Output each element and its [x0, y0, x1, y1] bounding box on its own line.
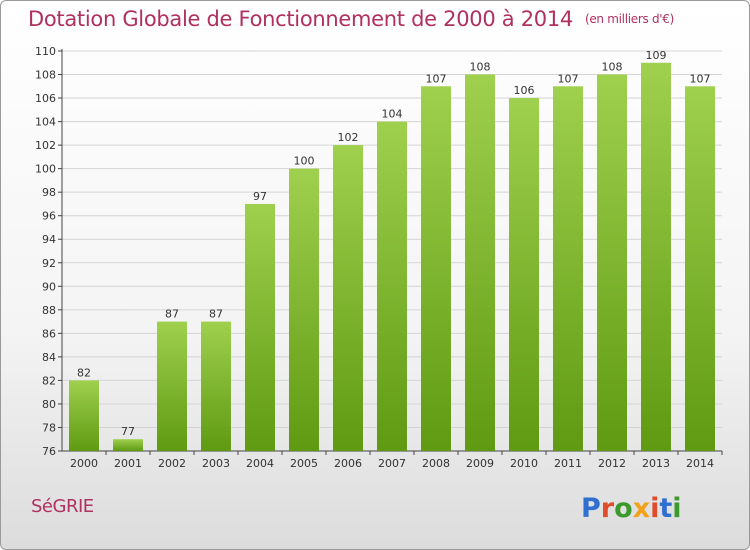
- data-label: 104: [382, 108, 403, 121]
- bar: [509, 98, 539, 451]
- y-tick-label: 92: [42, 257, 56, 270]
- bar: [553, 86, 583, 451]
- data-label: 107: [690, 72, 711, 85]
- bar: [157, 321, 187, 451]
- chart-title-text: Dotation Globale de Fonctionnement de 20…: [28, 7, 573, 31]
- bar: [289, 168, 319, 451]
- y-tick-label: 108: [35, 69, 56, 82]
- y-tick-label: 90: [42, 280, 56, 293]
- y-tick-label: 98: [42, 186, 56, 199]
- x-tick-label: 2013: [642, 457, 670, 470]
- bar-chart: 76 78 80 82 84 86 88 90 92 94 96 98 100 102 104 106 108 1…: [35, 45, 723, 470]
- data-label: 102: [338, 131, 359, 144]
- y-tick-label: 78: [42, 421, 56, 434]
- y-tick-label: 104: [35, 116, 56, 129]
- y-tick-label: 84: [42, 351, 56, 364]
- y-tick-label: 102: [35, 139, 56, 152]
- data-label: 97: [253, 190, 267, 203]
- data-label: 87: [165, 308, 179, 321]
- x-tick-label: 2008: [422, 457, 450, 470]
- data-label: 108: [470, 61, 491, 74]
- data-label: 107: [426, 72, 447, 85]
- bar: [201, 321, 231, 451]
- svg-text:Proxiti: Proxiti: [581, 493, 682, 524]
- x-tick-label: 2012: [598, 457, 626, 470]
- x-tick-label: 2011: [554, 457, 582, 470]
- data-label: 82: [77, 366, 91, 379]
- data-label: 87: [209, 308, 223, 321]
- data-label: 109: [646, 49, 667, 62]
- x-tick-label: 2000: [70, 457, 98, 470]
- data-label: 100: [294, 155, 315, 168]
- bar: [641, 62, 671, 451]
- bar: [69, 380, 99, 451]
- y-tick-label: 110: [35, 45, 56, 58]
- x-tick-label: 2005: [290, 457, 318, 470]
- x-tick-label: 2004: [246, 457, 274, 470]
- x-tick-label: 2002: [158, 457, 186, 470]
- y-tick-label: 106: [35, 92, 56, 105]
- x-tick-label: 2001: [114, 457, 142, 470]
- commune-name: SéGRIE: [31, 496, 94, 517]
- x-tick-label: 2006: [334, 457, 362, 470]
- y-tick-label: 100: [35, 163, 56, 176]
- y-tick-label: 86: [42, 327, 56, 340]
- data-label: 77: [121, 425, 135, 438]
- bar: [113, 439, 143, 451]
- proxiti-logo: Proxiti: [581, 493, 682, 524]
- y-tick-label: 76: [42, 445, 56, 458]
- data-label: 107: [558, 72, 579, 85]
- data-label: 108: [602, 61, 623, 74]
- bar: [421, 86, 451, 451]
- bar: [465, 74, 495, 451]
- bar: [685, 86, 715, 451]
- chart-title: Dotation Globale de Fonctionnement de 20…: [28, 7, 674, 31]
- chart-unit: (en milliers d'€): [584, 12, 674, 26]
- bar: [333, 145, 363, 451]
- y-tick-label: 80: [42, 398, 56, 411]
- bar: [377, 121, 407, 452]
- x-tick-label: 2007: [378, 457, 406, 470]
- y-tick-label: 82: [42, 374, 56, 387]
- bar: [597, 74, 627, 451]
- x-tick-label: 2014: [686, 457, 714, 470]
- x-tick-label: 2009: [466, 457, 494, 470]
- data-label: 106: [514, 84, 535, 97]
- y-tick-label: 96: [42, 210, 56, 223]
- bar: [245, 203, 275, 451]
- x-tick-label: 2003: [202, 457, 230, 470]
- y-tick-label: 88: [42, 304, 56, 317]
- y-tick-label: 94: [42, 233, 56, 246]
- x-tick-label: 2010: [510, 457, 538, 470]
